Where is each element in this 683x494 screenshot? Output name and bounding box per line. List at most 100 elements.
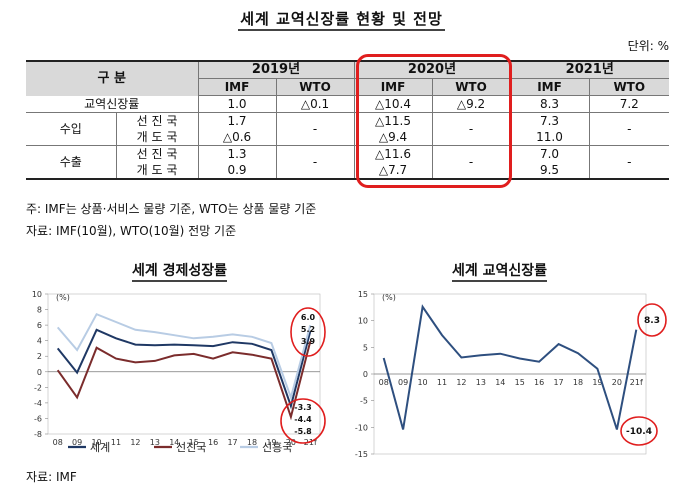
x-tick-label: 21f	[630, 378, 643, 387]
y-axis-unit: (%)	[56, 293, 70, 302]
x-tick-label: 08	[53, 438, 63, 447]
x-tick-label: 14	[495, 378, 505, 387]
chart-source: 자료: IMF	[26, 470, 77, 484]
cell: 1.7	[197, 112, 276, 129]
source-imf: IMF	[197, 78, 276, 96]
x-tick-label: 13	[476, 378, 486, 387]
x-tick-label: 09	[72, 438, 82, 447]
series-line-신흥국	[56, 312, 312, 401]
sub-advanced: 선 진 국	[115, 145, 198, 162]
trade-chart: 15 10 5 0 -5 -10 -15 (%) 08 09 10 11 12 13 14 15 16 17 18 1…	[355, 290, 667, 459]
x-tick-label: 15	[515, 378, 525, 387]
annotation-2021: 6.0	[301, 313, 316, 322]
note-basis: 주: IMF는 상품·서비스 물량 기준, WTO는 상품 물량 기준	[26, 202, 317, 216]
x-tick-label: 15	[189, 438, 199, 447]
sub-developing: 개 도 국	[115, 162, 198, 180]
y-tick-label: -8	[34, 430, 42, 439]
x-tick-label: 12	[130, 438, 140, 447]
cell: -	[431, 112, 510, 146]
y-tick-label: 2	[37, 352, 42, 361]
x-tick-label: 12	[456, 378, 466, 387]
row-export-label: 수출	[26, 145, 116, 180]
cell: △11.5	[353, 112, 432, 129]
cell: 1.0	[197, 95, 276, 113]
series-line-trade	[382, 304, 638, 430]
cell: -	[275, 145, 354, 180]
x-tick-label: 17	[553, 378, 563, 387]
annotation-2021: 8.3	[644, 316, 660, 326]
annotation-2020: -5.8	[294, 427, 312, 436]
x-tick-label: 19	[266, 438, 276, 447]
cell: -	[431, 145, 510, 180]
year-2020: 2020년	[353, 60, 510, 79]
x-tick-label: 16	[208, 438, 218, 447]
chart2-title: 세계 교역신장률	[452, 260, 548, 282]
note-source: 자료: IMF(10월), WTO(10월) 전망 기준	[26, 224, 237, 238]
y-tick-label: 4	[37, 337, 42, 346]
year-2019: 2019년	[197, 60, 354, 79]
cell: -	[588, 145, 669, 180]
highlight-circle	[280, 398, 326, 444]
cell: 11.0	[509, 129, 589, 146]
cell: △0.6	[197, 129, 276, 146]
y-tick-label: -10	[355, 423, 368, 432]
year-2021: 2021년	[509, 60, 669, 79]
trade-table: 구 분 2019년 2020년 2021년 IMF WTO IMF WTO IM…	[26, 60, 669, 180]
cell: -	[588, 112, 669, 146]
cell: △9.2	[431, 95, 510, 113]
source-wto: WTO	[588, 78, 669, 96]
x-tick-label: 13	[150, 438, 160, 447]
y-tick-label: -5	[360, 397, 368, 406]
annotation-2021: 5.2	[301, 325, 315, 334]
y-tick-label: 8	[37, 306, 42, 315]
x-tick-label: 14	[169, 438, 179, 447]
sub-advanced: 선 진 국	[115, 112, 198, 129]
highlight-circle	[620, 416, 658, 446]
x-tick-label: 10	[417, 378, 427, 387]
annotation-2020: -3.3	[294, 403, 312, 412]
series-line-세계	[56, 328, 312, 410]
x-tick-label: 17	[227, 438, 237, 447]
legend-label: 선진국	[176, 441, 206, 454]
legend-label: 신흥국	[262, 440, 292, 454]
cell: 1.3	[197, 145, 276, 162]
y-tick-label: 6	[37, 321, 42, 330]
source-wto: WTO	[431, 78, 510, 96]
x-tick-label: 08	[379, 378, 389, 387]
annotation-2021: 3.9	[301, 337, 316, 346]
highlight-circle	[290, 307, 326, 357]
x-tick-label: 10	[91, 438, 101, 447]
x-tick-label: 11	[437, 378, 447, 387]
cell: 8.3	[509, 95, 589, 113]
cell: △11.6	[353, 145, 432, 162]
cell: △9.4	[353, 129, 432, 146]
highlight-circle-2020	[356, 54, 512, 188]
cell: △7.7	[353, 162, 432, 180]
source-wto: WTO	[275, 78, 354, 96]
x-tick-label: 09	[398, 378, 408, 387]
x-tick-label: 20	[612, 378, 622, 387]
y-axis-unit: (%)	[382, 293, 396, 302]
sub-developing: 개 도 국	[115, 129, 198, 146]
page-title: 세계 교역신장률 현황 및 전망	[0, 8, 683, 31]
x-tick-label: 20	[286, 438, 296, 447]
cell: -	[275, 112, 354, 146]
y-tick-label: -6	[34, 414, 42, 423]
y-tick-label: -2	[34, 383, 42, 392]
y-tick-label: 15	[358, 290, 368, 299]
header-label: 구 분	[26, 60, 198, 96]
cell: △10.4	[353, 95, 432, 113]
y-tick-label: 0	[37, 368, 42, 377]
x-tick-label: 18	[573, 378, 583, 387]
cell: 9.5	[509, 162, 589, 180]
source-imf: IMF	[353, 78, 432, 96]
cell: △0.1	[275, 95, 354, 113]
x-tick-label: 19	[592, 378, 602, 387]
y-tick-label: 0	[363, 370, 368, 379]
cell: 0.9	[197, 162, 276, 180]
row-import-label: 수입	[26, 112, 116, 146]
x-tick-label: 16	[534, 378, 544, 387]
y-tick-label: -15	[355, 450, 368, 459]
x-tick-label: 11	[111, 438, 121, 447]
